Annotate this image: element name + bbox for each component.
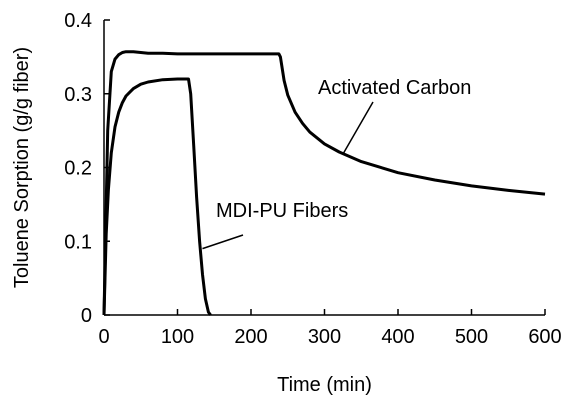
- x-tick-label: 400: [381, 326, 414, 348]
- y-tick-label: 0.4: [64, 10, 92, 32]
- curve-label-activated-carbon: Activated Carbon: [318, 77, 471, 99]
- y-axis-ticks: 0 0.1 0.2 0.3 0.4: [64, 10, 110, 327]
- y-tick-label: 0: [81, 305, 92, 327]
- series-line-mdi-pu-fibers: [102, 77, 212, 316]
- x-tick-label: 600: [528, 326, 561, 348]
- x-axis-ticks: 0 100 200 300 400 500 600: [98, 309, 562, 348]
- annotation-leader-mdi-pu-fibers: [202, 234, 244, 250]
- series-line-activated-carbon: [102, 50, 546, 316]
- plot-area: 0 100 200 300 400 500 600 0 0.1 0.2 0.3 0.4 Activa…: [64, 10, 562, 348]
- y-axis-title: Toluene Sorption (g/g fiber): [11, 47, 33, 288]
- x-tick-label: 500: [455, 326, 488, 348]
- y-tick-label: 0.2: [64, 158, 92, 180]
- x-axis-title: Time (min): [277, 374, 372, 396]
- series-group: [102, 50, 546, 316]
- x-tick-label: 100: [161, 326, 194, 348]
- x-tick-label: 200: [234, 326, 267, 348]
- curve-label-mdi-pu-fibers: MDI-PU Fibers: [216, 200, 348, 222]
- y-tick-label: 0.3: [64, 84, 92, 106]
- annotation-leader-activated-carbon: [342, 101, 374, 155]
- x-tick-label: 300: [308, 326, 341, 348]
- x-tick-label: 0: [98, 326, 109, 348]
- annotation-group: Activated Carbon MDI-PU Fibers: [202, 77, 471, 250]
- y-tick-label: 0.1: [64, 231, 92, 253]
